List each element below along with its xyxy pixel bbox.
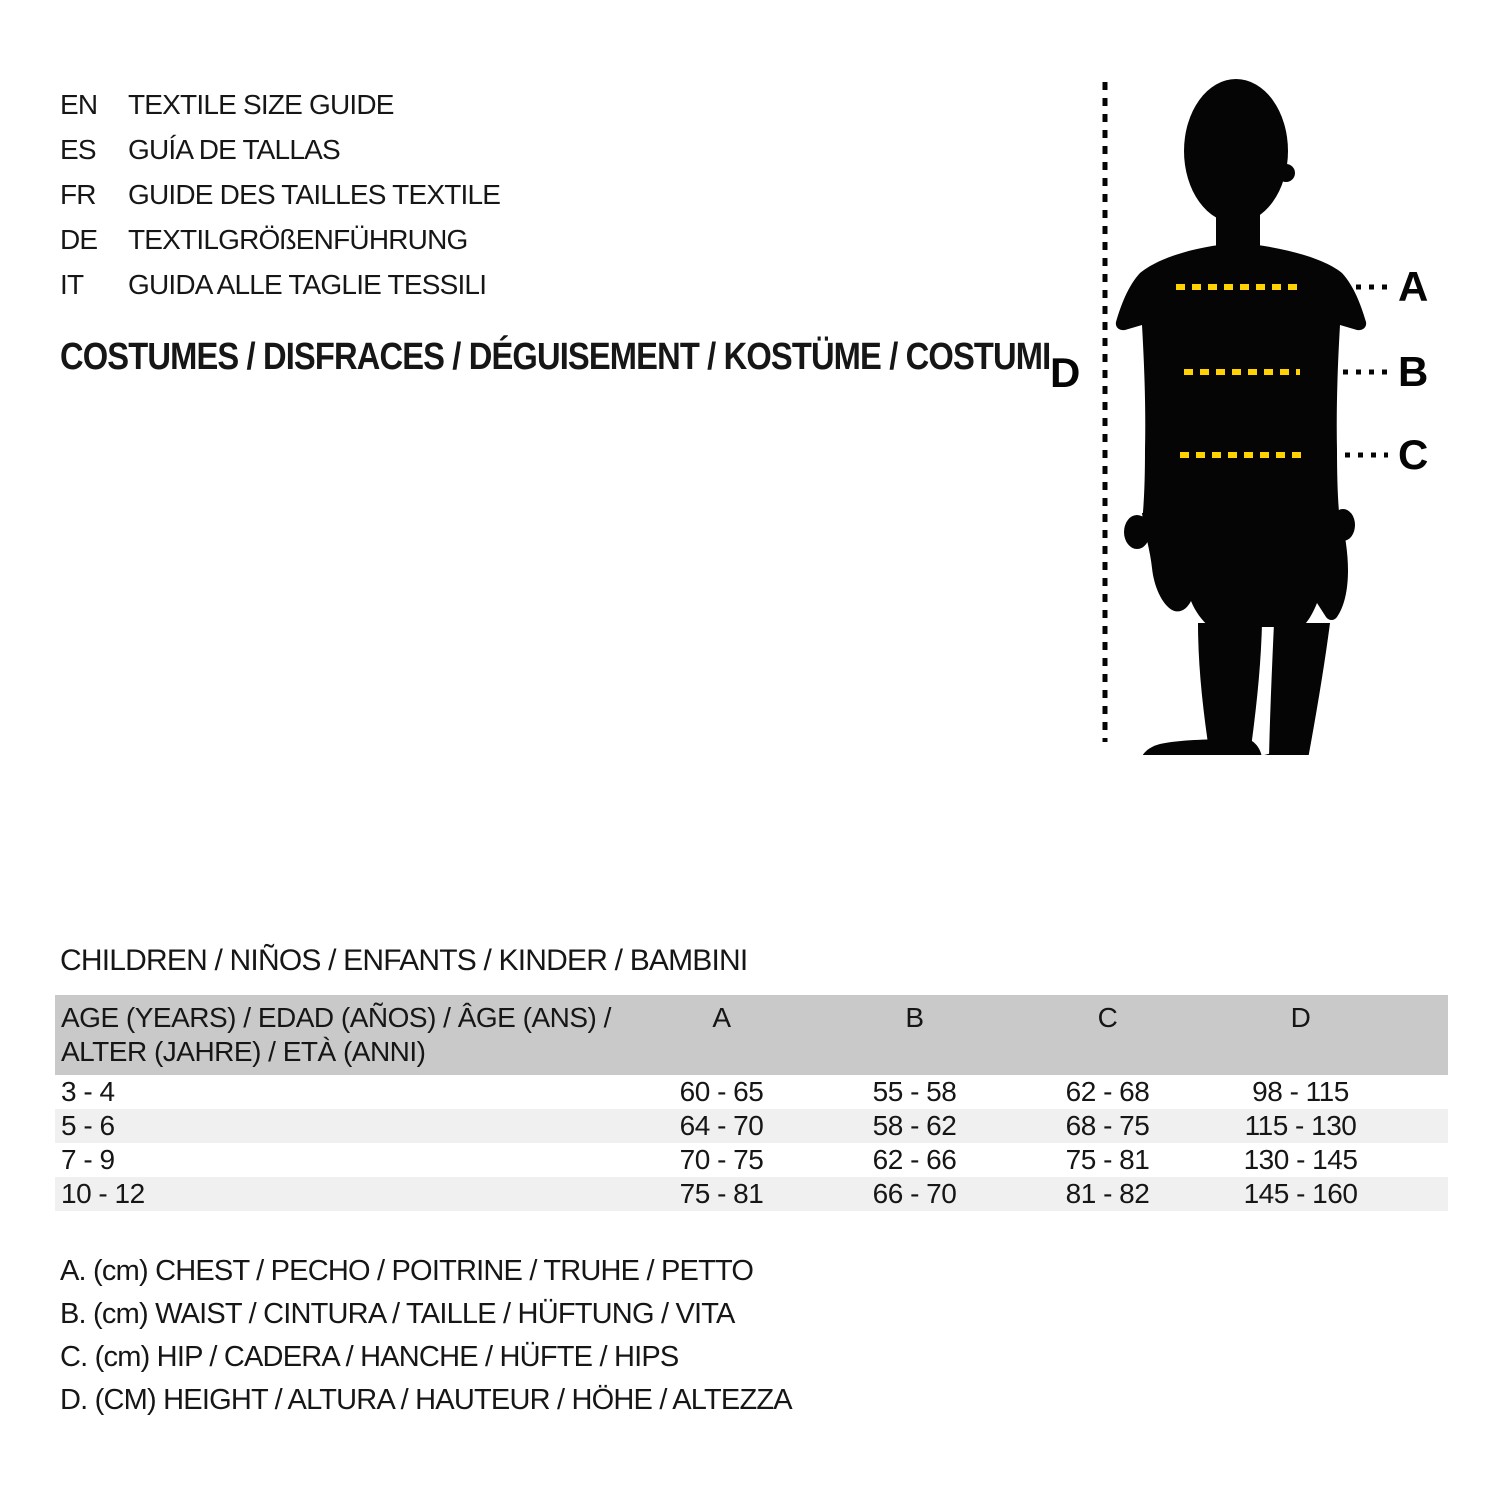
hip-cell: 68 - 75 <box>1065 1110 1150 1141</box>
legend-hip: C. (cm) HIP / CADERA / HANCHE / HÜFTE / … <box>60 1341 679 1373</box>
age-header-line2: ALTER (JAHRE) / ETÀ (ANNI) <box>61 1036 426 1067</box>
chest-label-a: A <box>1398 263 1428 310</box>
column-header-a: A <box>712 1002 731 1033</box>
waist-cell: 58 - 62 <box>872 1110 957 1141</box>
column-header-d: D <box>1290 1002 1311 1033</box>
legend-chest: A. (cm) CHEST / PECHO / POITRINE / TRUHE… <box>60 1255 754 1287</box>
age-cell: 5 - 6 <box>61 1110 115 1141</box>
height-cell: 145 - 160 <box>1243 1178 1358 1209</box>
age-cell: 10 - 12 <box>61 1178 145 1209</box>
lang-code: DE <box>60 223 98 255</box>
height-label-d: D <box>1050 349 1080 396</box>
lang-code: FR <box>60 178 97 210</box>
chest-cell: 64 - 70 <box>679 1110 764 1141</box>
lang-code: IT <box>60 268 84 300</box>
table-row: 7 - 9 70 - 75 62 - 66 75 - 81 130 - 145 <box>55 1143 1448 1177</box>
lang-code: EN <box>60 88 98 120</box>
legend-waist: B. (cm) WAIST / CINTURA / TAILLE / HÜFTU… <box>60 1298 735 1330</box>
column-header-b: B <box>905 1002 924 1033</box>
height-cell: 115 - 130 <box>1244 1110 1357 1141</box>
child-silhouette <box>1115 79 1367 801</box>
table-row: 10 - 12 75 - 81 66 - 70 81 - 82 145 - 16… <box>55 1177 1448 1211</box>
waist-cell: 62 - 66 <box>872 1144 957 1175</box>
waist-label-b: B <box>1398 348 1428 395</box>
waist-cell: 55 - 58 <box>872 1076 957 1107</box>
age-cell: 3 - 4 <box>61 1076 115 1107</box>
height-cell: 98 - 115 <box>1252 1076 1349 1107</box>
category-title: COSTUMES / DISFRACES / DÉGUISEMENT / KOS… <box>60 336 1051 378</box>
age-column-header: AGE (YEARS) / EDAD (AÑOS) / ÂGE (ANS) / … <box>55 1001 625 1069</box>
lang-row-es: ES GUÍA DE TALLAS <box>60 127 500 172</box>
measurement-figure: A B C D <box>1040 55 1500 801</box>
lang-title: TEXTILE SIZE GUIDE <box>128 88 394 120</box>
child-silhouette-figure: A B C D <box>1050 79 1428 801</box>
table-row: 5 - 6 64 - 70 58 - 62 68 - 75 115 - 130 <box>55 1109 1448 1143</box>
lang-title: TEXTILGRÖßENFÜHRUNG <box>128 223 468 255</box>
hip-cell: 62 - 68 <box>1065 1076 1150 1107</box>
lang-title: GUIDA ALLE TAGLIE TESSILI <box>128 268 487 300</box>
children-size-table: AGE (YEARS) / EDAD (AÑOS) / ÂGE (ANS) / … <box>55 995 1448 1211</box>
lang-row-de: DE TEXTILGRÖßENFÜHRUNG <box>60 217 500 262</box>
lang-title: GUÍA DE TALLAS <box>128 133 341 165</box>
chest-cell: 75 - 81 <box>679 1178 764 1209</box>
chest-cell: 60 - 65 <box>679 1076 764 1107</box>
lang-title: GUIDE DES TAILLES TEXTILE <box>128 178 501 210</box>
age-header-line1: AGE (YEARS) / EDAD (AÑOS) / ÂGE (ANS) / <box>61 1002 611 1033</box>
chest-cell: 70 - 75 <box>679 1144 764 1175</box>
measurement-legend: A. (cm) CHEST / PECHO / POITRINE / TRUHE… <box>60 1250 793 1422</box>
height-cell: 130 - 145 <box>1243 1144 1358 1175</box>
lang-code: ES <box>60 133 97 165</box>
hip-label-c: C <box>1398 431 1428 478</box>
table-row: 3 - 4 60 - 65 55 - 58 62 - 68 98 - 115 <box>55 1075 1448 1109</box>
table-header-row: AGE (YEARS) / EDAD (AÑOS) / ÂGE (ANS) / … <box>55 995 1448 1075</box>
lang-row-it: IT GUIDA ALLE TAGLIE TESSILI <box>60 262 500 307</box>
hip-cell: 81 - 82 <box>1065 1178 1150 1209</box>
children-section-title: CHILDREN / NIÑOS / ENFANTS / KINDER / BA… <box>60 944 748 977</box>
column-header-c: C <box>1097 1002 1118 1033</box>
language-guide-list: EN TEXTILE SIZE GUIDE ES GUÍA DE TALLAS … <box>60 82 501 307</box>
lang-row-fr: FR GUIDE DES TAILLES TEXTILE <box>60 172 501 217</box>
waist-cell: 66 - 70 <box>872 1178 957 1209</box>
legend-height: D. (CM) HEIGHT / ALTURA / HAUTEUR / HÖHE… <box>60 1384 793 1416</box>
hip-cell: 75 - 81 <box>1065 1144 1150 1175</box>
lang-row-en: EN TEXTILE SIZE GUIDE <box>60 82 500 127</box>
age-cell: 7 - 9 <box>61 1144 115 1175</box>
